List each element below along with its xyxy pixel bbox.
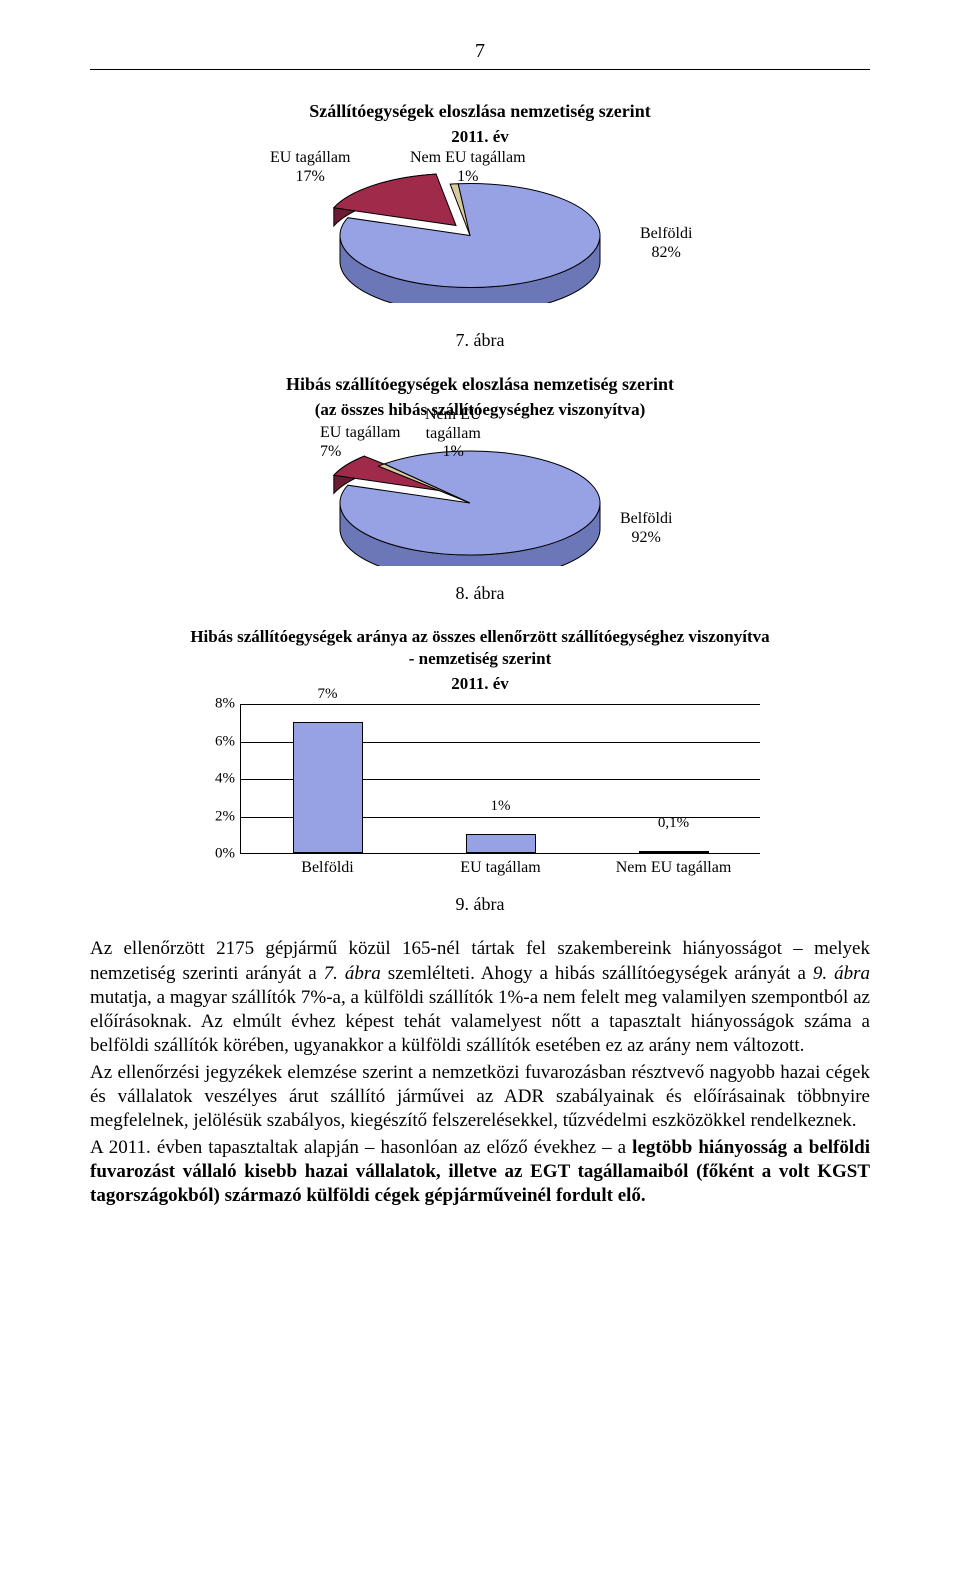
paragraph: Az ellenőrzött 2175 gépjármű közül 165-n… [90, 937, 870, 1059]
bar [293, 722, 363, 853]
bar-value-label: 0,1% [658, 815, 689, 832]
ytick: 6% [201, 733, 235, 750]
bar-value-label: 7% [318, 686, 338, 703]
caption-9: 9. ábra [90, 894, 870, 915]
ytick: 0% [201, 846, 235, 863]
chart1-label-belfoldi: Belföldi82% [640, 225, 692, 262]
chart2-label-noneu: Nem EUtagállam1% [425, 406, 481, 461]
chart1-label-eu: EU tagállam17% [270, 149, 350, 186]
chart1-subtitle: 2011. év [210, 127, 750, 147]
chart3-title: Hibás szállítóegységek aránya az összes … [170, 626, 790, 670]
chart2-title: Hibás szállítóegységek eloszlása nemzeti… [210, 373, 750, 396]
chart1-title: Szállítóegységek eloszlása nemzetiség sz… [210, 100, 750, 123]
paragraph: Az ellenőrzési jegyzékek elemzése szerin… [90, 1061, 870, 1134]
body-text: Az ellenőrzött 2175 gépjármű közül 165-n… [90, 937, 870, 1208]
paragraph: A 2011. évben tapasztaltak alapján – has… [90, 1136, 870, 1209]
pie-chart-1: Szállítóegységek eloszlása nemzetiség sz… [210, 100, 750, 320]
caption-8: 8. ábra [90, 583, 870, 604]
ytick: 2% [201, 808, 235, 825]
chart1-label-noneu: Nem EU tagállam1% [410, 149, 526, 186]
chart2-label-belfoldi: Belföldi92% [620, 510, 672, 547]
caption-7: 7. ábra [90, 330, 870, 351]
ytick: 4% [201, 771, 235, 788]
bar-value-label: 1% [491, 798, 511, 815]
page-number: 7 [90, 40, 870, 63]
ytick: 8% [201, 696, 235, 713]
chart2-label-eu: EU tagállam7% [320, 424, 400, 461]
pie-chart-2: Hibás szállítóegységek eloszlása nemzeti… [210, 373, 750, 573]
bar [466, 834, 536, 853]
bar-category-label: EU tagállam [460, 853, 540, 877]
bar-category-label: Nem EU tagállam [616, 853, 732, 877]
bar-chart: Hibás szállítóegységek aránya az összes … [170, 626, 790, 854]
top-rule [90, 69, 870, 70]
chart3-subtitle: 2011. év [170, 674, 790, 694]
bar-category-label: Belföldi [301, 853, 353, 877]
